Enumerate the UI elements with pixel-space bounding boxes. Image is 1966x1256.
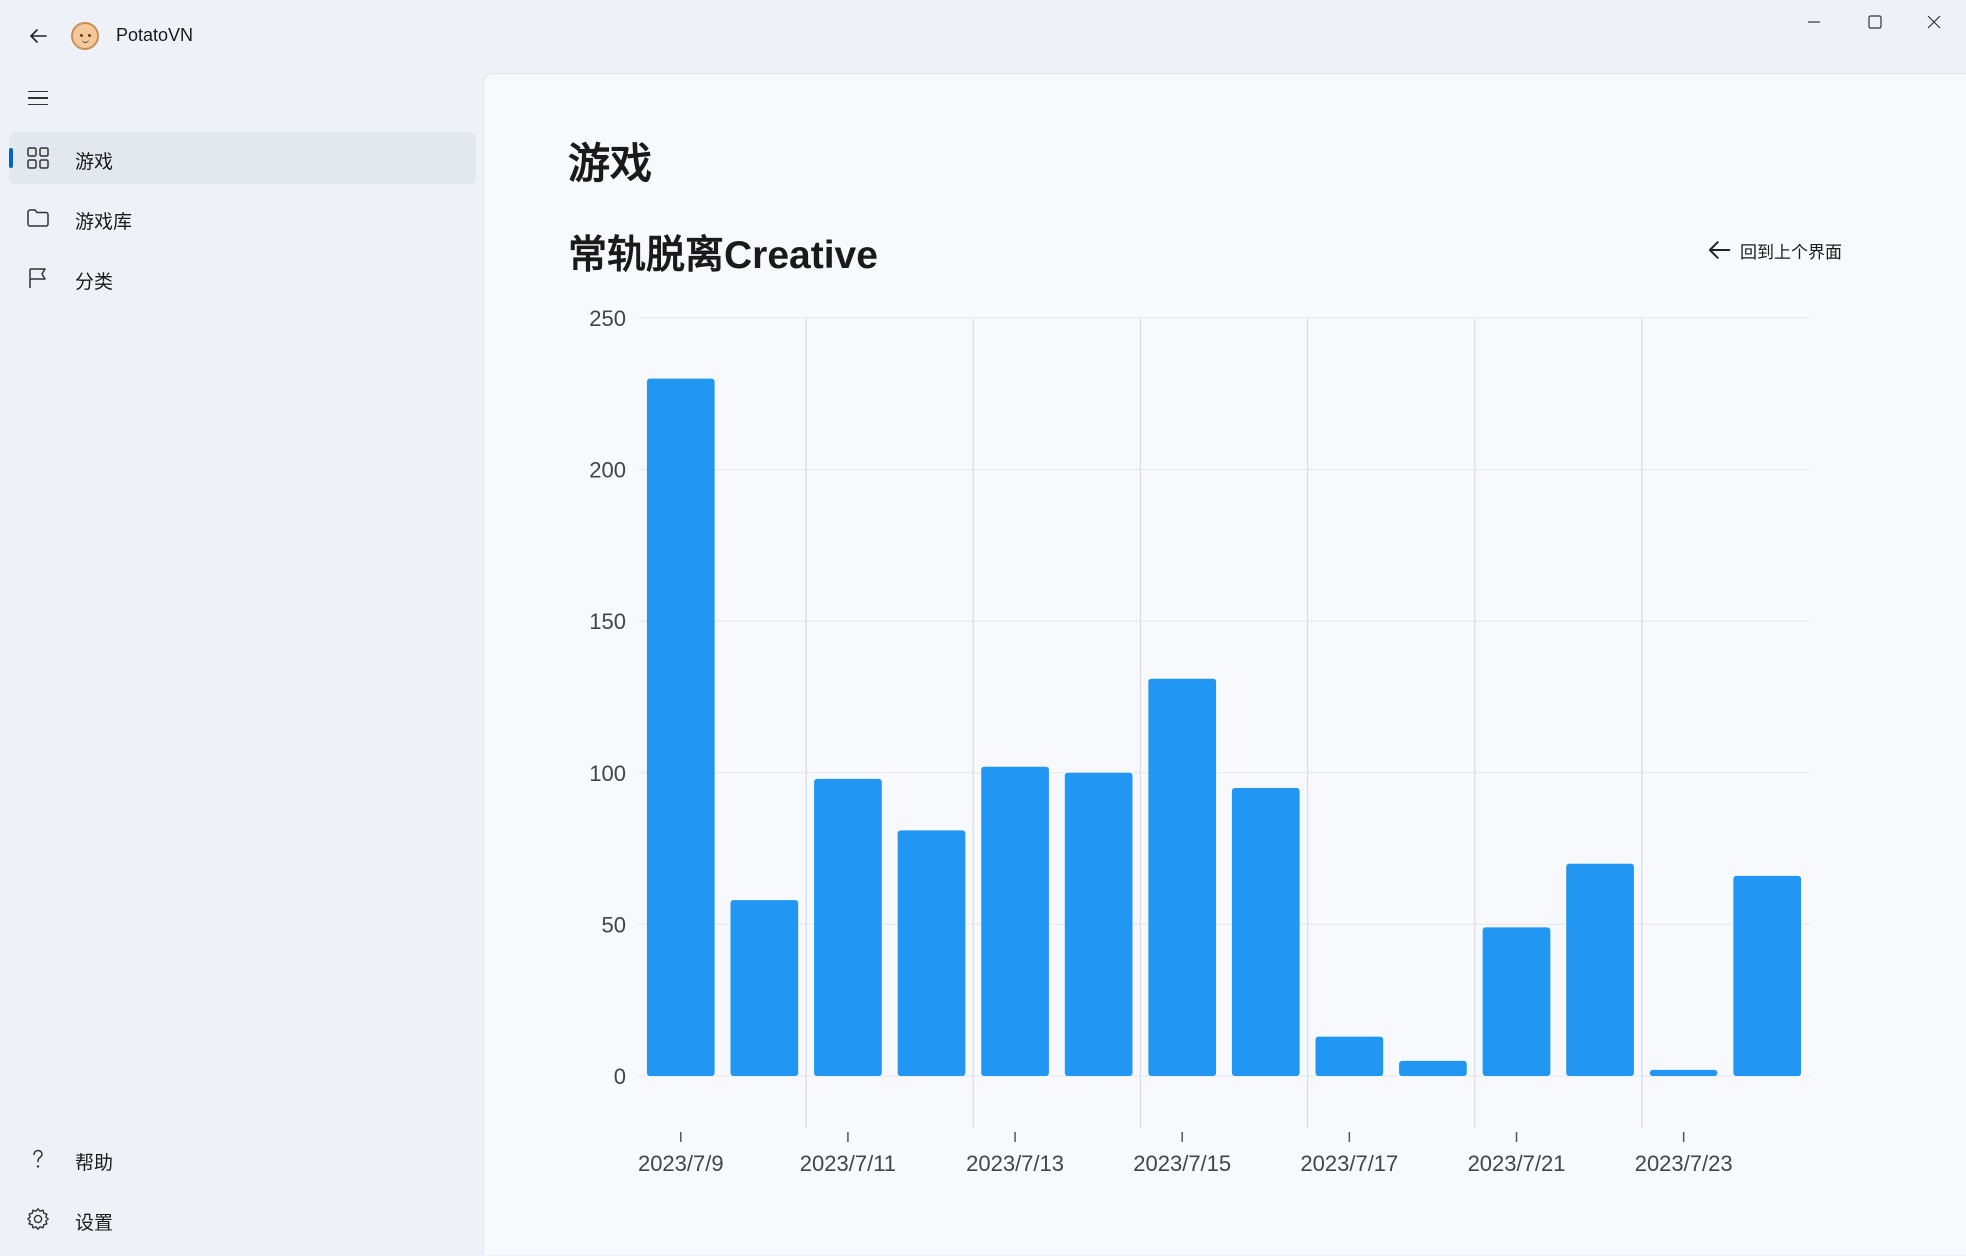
maximize-icon (1868, 15, 1882, 29)
arrow-left-icon (30, 29, 47, 43)
hamburger-icon (28, 90, 48, 93)
x-tick-label: 2023/7/13 (966, 1151, 1064, 1176)
chart-bar (646, 378, 715, 1076)
folder-icon (27, 209, 49, 227)
chart-bar (1399, 1060, 1467, 1076)
maximize-button[interactable] (1845, 0, 1905, 44)
sidebar-item-label: 帮助 (75, 1153, 114, 1174)
bar-chart: 0 50 100 150 200 250 2023/7/9 2023/7/11 2023/7/1… (589, 306, 1809, 1176)
sidebar-item-games[interactable]: 游戏 (9, 132, 476, 184)
x-tick-label: 2023/7/9 (638, 1151, 724, 1176)
x-tick-label: 2023/7/17 (1300, 1151, 1398, 1176)
sidebar-item-settings[interactable]: 设置 (9, 1193, 476, 1245)
app-logo-icon (71, 22, 99, 50)
chart-bar (730, 900, 799, 1076)
chart-bar (1482, 927, 1551, 1076)
grid-icon (27, 147, 49, 169)
help-icon (33, 1149, 43, 1168)
minimize-button[interactable] (1784, 0, 1844, 44)
chart-heading: 常轨脱离Creative (568, 234, 878, 277)
sidebar-item-library[interactable]: 游戏库 (9, 192, 476, 244)
y-tick-label: 150 (589, 609, 626, 634)
sidebar-item-label: 设置 (75, 1213, 114, 1234)
chart-bar (1733, 875, 1802, 1076)
title-bar: PotatoVN (0, 0, 1966, 72)
sidebar-item-label: 游戏库 (75, 212, 133, 233)
content-panel: 游戏 常轨脱离Creative 回到上个界面 0 50 100 150 200 250 20… (483, 73, 1966, 1255)
y-tick-label: 100 (589, 761, 626, 786)
chart-bar (981, 766, 1049, 1076)
back-to-previous-label: 回到上个界面 (1740, 242, 1842, 262)
y-tick-label: 0 (614, 1064, 626, 1089)
chart-bar (1231, 787, 1300, 1076)
back-button[interactable] (22, 20, 54, 52)
chart-bar (1649, 1069, 1718, 1076)
chart-bar (897, 830, 966, 1076)
chart-bar (1315, 1036, 1384, 1076)
chart-bar (814, 778, 882, 1076)
chart-bar (1566, 863, 1634, 1076)
close-button[interactable] (1904, 0, 1964, 44)
y-tick-label: 50 (602, 912, 626, 937)
sidebar-item-categories[interactable]: 分类 (9, 252, 476, 304)
sidebar-item-help[interactable]: 帮助 (9, 1133, 476, 1185)
chart-bar (1064, 772, 1133, 1076)
nav-menu-toggle[interactable] (22, 82, 54, 114)
minimize-icon (1808, 21, 1820, 23)
page-title: 游戏 (568, 140, 653, 187)
chart-bar (1148, 678, 1217, 1076)
flag-icon (29, 268, 46, 288)
x-tick-label: 2023/7/21 (1468, 1151, 1566, 1176)
app-title: PotatoVN (116, 25, 194, 45)
x-tick-label: 2023/7/11 (800, 1151, 896, 1176)
y-tick-label: 200 (589, 458, 626, 483)
back-to-previous-button[interactable]: 回到上个界面 (1706, 234, 1842, 266)
x-tick-label: 2023/7/23 (1635, 1151, 1733, 1176)
y-tick-label: 250 (589, 306, 626, 331)
gear-icon (27, 1208, 49, 1230)
x-tick-label: 2023/7/15 (1133, 1151, 1231, 1176)
sidebar-item-label: 分类 (75, 272, 114, 293)
active-indicator (9, 148, 13, 168)
arrow-left-icon (1708, 241, 1731, 259)
sidebar-item-label: 游戏 (75, 152, 114, 173)
close-icon (1927, 15, 1941, 29)
